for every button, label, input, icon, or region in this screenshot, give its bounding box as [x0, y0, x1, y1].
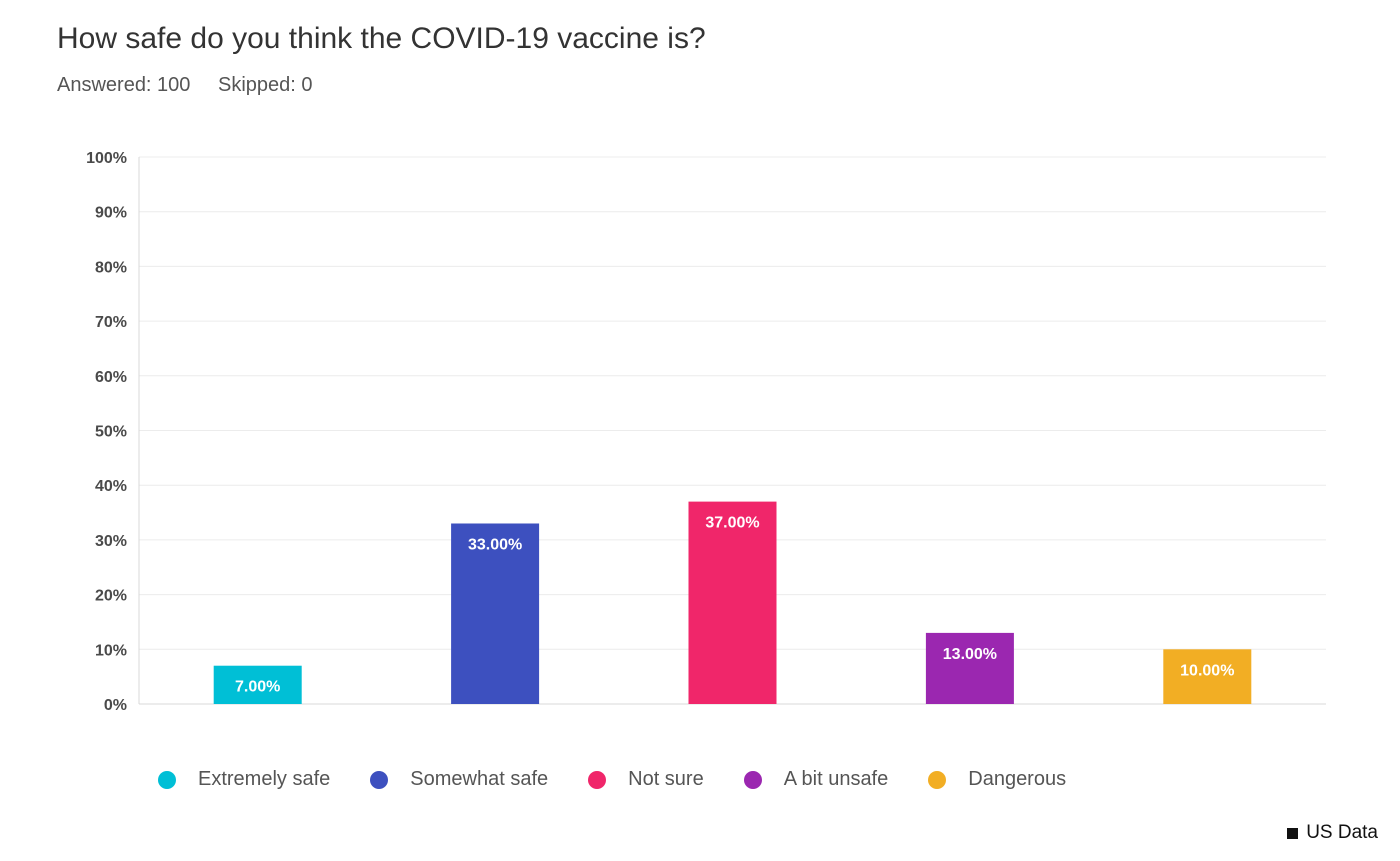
legend-item[interactable]: Somewhat safe	[370, 768, 548, 791]
y-tick-label: 80%	[95, 259, 127, 276]
legend-item[interactable]: Not sure	[588, 768, 704, 791]
y-tick-label: 0%	[104, 697, 127, 714]
page-title: How safe do you think the COVID-19 vacci…	[57, 22, 706, 55]
legend-label: A bit unsafe	[783, 768, 889, 790]
bar-chart: 0% 10% 20% 30% 40% 50% 60% 70% 80% 90% 100% 7.00% 33…	[86, 150, 1326, 714]
legend-item[interactable]: Dangerous	[928, 768, 1066, 791]
bar[interactable]	[1163, 649, 1252, 704]
legend-label: Dangerous	[968, 768, 1067, 790]
y-tick-label: 40%	[95, 478, 127, 495]
bar[interactable]	[925, 632, 1014, 704]
skipped-count: Skipped: 0	[217, 74, 313, 96]
y-tick-label: 100%	[86, 150, 127, 167]
bar-data-label: 33.00%	[468, 536, 522, 553]
data-source-note: US Data	[1287, 822, 1378, 844]
y-tick-label: 60%	[95, 369, 127, 386]
legend-item[interactable]: Extremely safe	[158, 768, 330, 791]
bar-data-label: 37.00%	[705, 515, 759, 532]
legend-label: Somewhat safe	[410, 768, 549, 790]
legend-dot-icon	[370, 770, 389, 789]
y-tick-label: 10%	[95, 642, 127, 659]
square-icon	[1287, 827, 1299, 839]
legend-label: Not sure	[628, 768, 704, 790]
bar-data-label: 7.00%	[235, 679, 280, 696]
legend-dot-icon	[158, 770, 176, 789]
data-source-label: US Data	[1306, 822, 1378, 843]
legend-dot-icon	[928, 770, 947, 789]
chart-legend: Extremely safe Somewhat safe Not sure A bit…	[158, 768, 1106, 791]
legend-label: Extremely safe	[198, 768, 331, 790]
y-tick-label: 30%	[95, 533, 127, 550]
y-tick-label: 20%	[95, 588, 127, 605]
y-tick-label: 90%	[95, 205, 127, 222]
bar[interactable]	[213, 665, 302, 704]
legend-item[interactable]: A bit unsafe	[743, 768, 889, 791]
y-tick-label: 70%	[95, 314, 127, 331]
bar-data-label: 10.00%	[1180, 662, 1234, 679]
y-tick-label: 50%	[95, 424, 127, 441]
legend-dot-icon	[743, 770, 762, 789]
bar-data-label: 13.00%	[943, 646, 997, 663]
bar[interactable]	[688, 501, 777, 704]
legend-dot-icon	[588, 770, 607, 789]
answered-count: Answered: 100	[57, 74, 191, 96]
bar[interactable]	[451, 523, 540, 704]
response-stats: Answered: 100 Skipped: 0	[57, 74, 335, 97]
